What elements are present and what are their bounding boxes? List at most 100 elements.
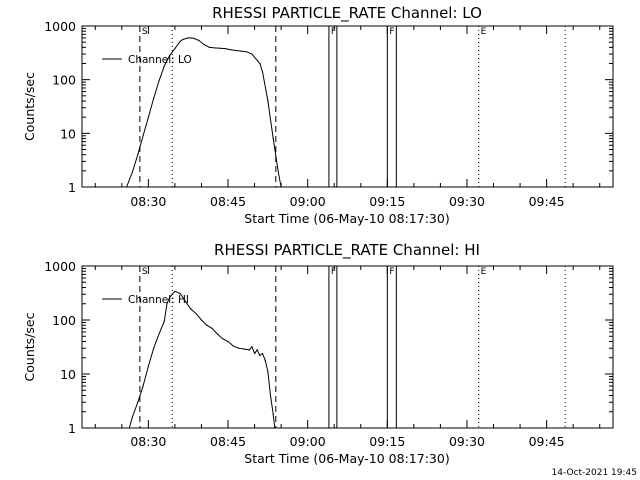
y-tick-label: 1 [68, 180, 76, 195]
data-point [187, 37, 189, 39]
data-point [235, 49, 237, 52]
data-point [192, 37, 195, 39]
data-point [182, 38, 184, 41]
plot-frame [81, 25, 614, 188]
x-tick-label: 09:00 [290, 194, 326, 209]
data-point [256, 59, 258, 61]
x-tick-label: 09:30 [449, 434, 485, 449]
y-tick-label: 10 [60, 126, 76, 141]
data-point [251, 53, 253, 55]
data-point [261, 71, 264, 73]
data-point [256, 349, 258, 351]
data-point [267, 371, 269, 373]
data-point [171, 293, 173, 295]
data-point [190, 308, 192, 310]
y-tick-label: 100 [52, 313, 76, 328]
data-point [163, 320, 165, 322]
x-tick-label: 09:15 [369, 434, 405, 449]
data-point [274, 427, 276, 429]
x-tick-label: 08:30 [130, 194, 166, 209]
data-point [259, 354, 261, 357]
data-point [222, 338, 224, 340]
data-point [198, 39, 200, 41]
x-tick-label: 09:15 [369, 194, 405, 209]
data-point [272, 413, 274, 415]
data-point [137, 154, 139, 156]
data-point [179, 40, 181, 42]
data-point [166, 303, 168, 305]
data-point [251, 346, 253, 348]
y-axis-label: Counts/sec [22, 312, 37, 381]
data-point [147, 116, 149, 118]
event-marker-label: F [331, 267, 336, 277]
y-tick-label: 1 [68, 421, 76, 436]
data-point [261, 352, 264, 355]
data-point [230, 49, 232, 51]
data-point [147, 365, 149, 367]
data-point [195, 313, 197, 315]
data-point [179, 292, 181, 295]
event-marker-label: S [142, 267, 148, 277]
data-point [174, 47, 176, 50]
plot-frame [81, 265, 614, 429]
data-point [142, 385, 144, 387]
chart-title: RHESSI PARTICLE_RATE Channel: HI [214, 241, 480, 260]
data-point [280, 186, 282, 188]
data-point [169, 296, 171, 299]
data-point [142, 135, 144, 137]
x-tick-label: 09:45 [529, 194, 565, 209]
data-point [131, 416, 134, 418]
timestamp: 14-Oct-2021 19:45 [552, 468, 637, 478]
data-point [158, 333, 160, 335]
data-point [246, 51, 248, 53]
legend-label: Channel: LO [128, 54, 192, 66]
y-tick-label: 100 [52, 73, 76, 88]
data-point [153, 97, 155, 99]
data-point [214, 47, 216, 49]
data-point [128, 427, 130, 429]
data-point [158, 80, 160, 82]
data-point [259, 62, 261, 65]
data-point [184, 300, 187, 303]
data-point [264, 359, 266, 361]
y-axis-label: Counts/sec [22, 72, 37, 141]
x-tick-label: 08:45 [210, 434, 246, 449]
data-point [208, 46, 211, 48]
data-point [240, 50, 242, 52]
data-point [253, 352, 256, 355]
data-point [206, 324, 208, 326]
event-marker-label: E [481, 267, 487, 277]
x-axis-label: Start Time (06-May-10 08:17:30) [244, 211, 449, 226]
legend-label: Channel: HI [128, 294, 189, 306]
data-point [200, 319, 203, 321]
data-point [243, 348, 245, 350]
data-point [227, 340, 229, 343]
x-tick-label: 09:30 [449, 194, 485, 209]
event-marker-label: F [389, 267, 394, 277]
x-tick-label: 08:30 [130, 434, 166, 449]
x-tick-label: 08:45 [210, 194, 246, 209]
event-marker-label: S [142, 27, 148, 37]
data-point [211, 327, 213, 329]
data-point [216, 333, 219, 335]
data-point [232, 345, 234, 347]
data-point [163, 65, 165, 67]
data-point [131, 171, 134, 173]
event-marker-label: F [331, 27, 336, 37]
chart-title: RHESSI PARTICLE_RATE Channel: LO [212, 4, 482, 23]
data-point [169, 55, 171, 57]
y-tick-label: 10 [60, 367, 76, 382]
data-point [126, 186, 128, 188]
data-point [224, 47, 226, 50]
data-point [153, 347, 155, 349]
x-axis-label: Start Time (06-May-10 08:17:30) [244, 451, 449, 466]
data-point [267, 100, 269, 102]
x-tick-label: 09:00 [290, 434, 326, 449]
data-point [272, 137, 274, 140]
data-point [174, 290, 176, 292]
y-tick-label: 1000 [44, 19, 76, 34]
data-point [277, 172, 280, 174]
data-point [248, 349, 250, 351]
chart-panel-1: RHESSI PARTICLE_RATE Channel: LO 1000 100 1… [22, 4, 614, 226]
